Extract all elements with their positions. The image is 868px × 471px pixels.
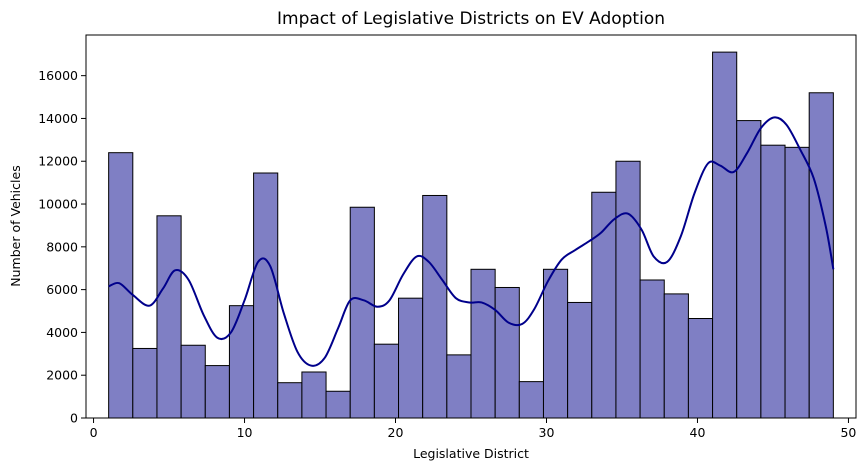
histogram-bar (301, 371, 327, 419)
plot-frame (85, 34, 857, 419)
histogram-bar (591, 191, 617, 419)
y-tick-label: 16000 (38, 68, 78, 83)
histogram-bar (494, 286, 520, 419)
histogram-bar (808, 92, 834, 419)
histogram-bar (373, 343, 400, 419)
y-tick-label: 10000 (38, 197, 78, 212)
histogram-bar (687, 318, 714, 419)
histogram-bar (712, 51, 738, 419)
histogram-bar (470, 268, 496, 419)
histogram-bar (615, 160, 641, 419)
y-tick-label: 12000 (38, 154, 78, 169)
histogram-bar (422, 194, 448, 419)
y-tick-label: 6000 (46, 282, 78, 297)
chart-title: Impact of Legislative Districts on EV Ad… (277, 9, 665, 29)
histogram-bar (180, 344, 206, 419)
y-tick-label: 8000 (46, 239, 78, 254)
histogram-bar (325, 390, 351, 419)
histogram-bars (108, 51, 834, 419)
y-tick-label: 2000 (46, 368, 78, 383)
x-tick-label: 0 (90, 425, 98, 440)
histogram-bar (277, 382, 303, 419)
histogram-bar (156, 215, 182, 419)
histogram-bar (446, 354, 472, 419)
histogram-bar (398, 297, 424, 419)
histogram-bar (760, 144, 786, 419)
histogram-bar (228, 305, 255, 419)
histogram-bar (349, 206, 375, 419)
x-tick-label: 50 (840, 425, 856, 440)
x-tick-label: 40 (690, 425, 706, 440)
x-tick-label: 30 (539, 425, 555, 440)
histogram-bar (639, 279, 665, 419)
y-axis-label: Number of Vehicles (8, 165, 23, 286)
x-axis-ticks: 0 10 20 30 40 50 (90, 418, 856, 440)
histogram-bar (663, 293, 689, 419)
y-tick-label: 0 (70, 411, 78, 426)
x-tick-label: 20 (388, 425, 404, 440)
x-axis-label: Legislative District (413, 446, 529, 461)
y-tick-label: 4000 (46, 325, 78, 340)
x-tick-label: 10 (237, 425, 253, 440)
histogram-bar (253, 172, 279, 419)
y-axis-ticks: 0 2000 4000 6000 8000 10000 12000 14000 16000 (38, 68, 86, 426)
histogram-bar (204, 365, 230, 419)
histogram-bar (542, 268, 569, 419)
histogram-bar (132, 347, 158, 419)
kde-curve (108, 116, 835, 367)
y-tick-label: 14000 (38, 111, 78, 126)
histogram-bar (518, 381, 544, 419)
histogram-bar (784, 146, 810, 419)
histogram-bar (567, 301, 593, 419)
